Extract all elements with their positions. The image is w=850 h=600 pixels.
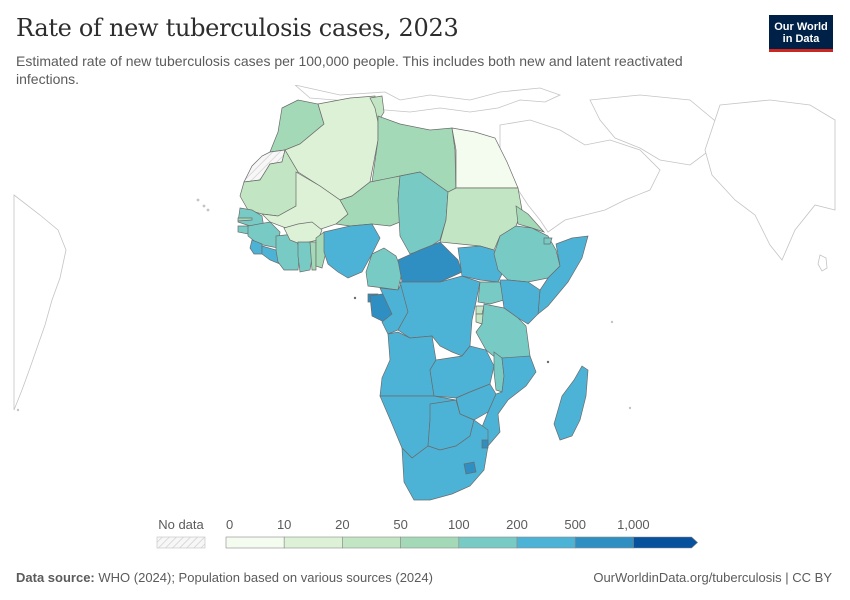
africa-map[interactable] (0, 85, 850, 510)
country-benin (315, 231, 327, 269)
map-legend: No data 0 10 20 50 100 200 500 1,000 (156, 517, 699, 549)
legend-bin-1 (283, 536, 343, 549)
middle-east-outline (499, 119, 661, 233)
country-mozambique (479, 355, 537, 447)
country-egypt (451, 127, 519, 189)
country-togo (309, 241, 317, 271)
iran-outline (589, 94, 721, 166)
country-nigeria (323, 223, 381, 279)
no-data-swatch (156, 536, 206, 549)
sri-lanka-outline (817, 254, 828, 272)
legend-tick-label: 100 (448, 517, 470, 532)
legend-tick-label: 200 (506, 517, 528, 532)
logo-line-2: in Data (782, 33, 820, 45)
country-south-africa (401, 419, 489, 501)
logo-line-1: Our World (774, 21, 828, 33)
country-uganda (477, 281, 505, 305)
country-ethiopia (493, 225, 561, 283)
country-ghana (297, 241, 313, 273)
country-sierra-leone (249, 239, 263, 255)
south-asia-outline (704, 99, 836, 261)
legend-tick-label: 500 (564, 517, 586, 532)
legend-tick-label: 20 (335, 517, 349, 532)
country-lesotho (463, 461, 477, 475)
south-america-outline (13, 194, 67, 411)
no-data-label: No data (158, 517, 204, 532)
country-somalia (537, 235, 589, 315)
data-source: Data source: WHO (2024); Population base… (16, 570, 433, 585)
legend-color-bins: 0 10 20 50 100 200 500 1,000 (225, 517, 699, 549)
legend-tick-label: 10 (277, 517, 291, 532)
data-source-label: Data source: (16, 570, 95, 585)
legend-tick-label: 50 (393, 517, 407, 532)
country-djibouti (543, 237, 553, 245)
data-source-text: WHO (2024); Population based on various … (98, 570, 433, 585)
chart-title: Rate of new tuberculosis cases, 2023 (16, 14, 459, 42)
country-liberia (261, 245, 281, 265)
legend-bin-2 (342, 536, 401, 549)
country-eritrea (515, 205, 546, 233)
chart-subtitle: Estimated rate of new tuberculosis cases… (16, 53, 683, 87)
legend-bin-3 (400, 536, 460, 549)
country-eswatini (481, 439, 489, 449)
legend-bin-open-ended (633, 536, 699, 549)
country-madagascar (553, 365, 589, 441)
legend-tick-label: 0 (226, 517, 233, 532)
source-url[interactable]: OurWorldinData.org/tuberculosis | CC BY (593, 570, 832, 585)
country-chad (397, 171, 449, 255)
legend-bin-6 (574, 536, 634, 549)
legend-bin-4 (458, 536, 518, 549)
legend-bin-0 (225, 536, 285, 549)
legend-tick-label: 1,000 (617, 517, 650, 532)
outside-region-outlines (13, 85, 836, 411)
owid-logo[interactable]: Our World in Data (769, 15, 833, 52)
country-niger (335, 175, 401, 227)
country-gambia (237, 217, 253, 222)
country-shapes[interactable] (237, 95, 589, 501)
legend-bin-5 (516, 536, 576, 549)
island-markers (16, 198, 632, 412)
country-angola (379, 331, 437, 397)
